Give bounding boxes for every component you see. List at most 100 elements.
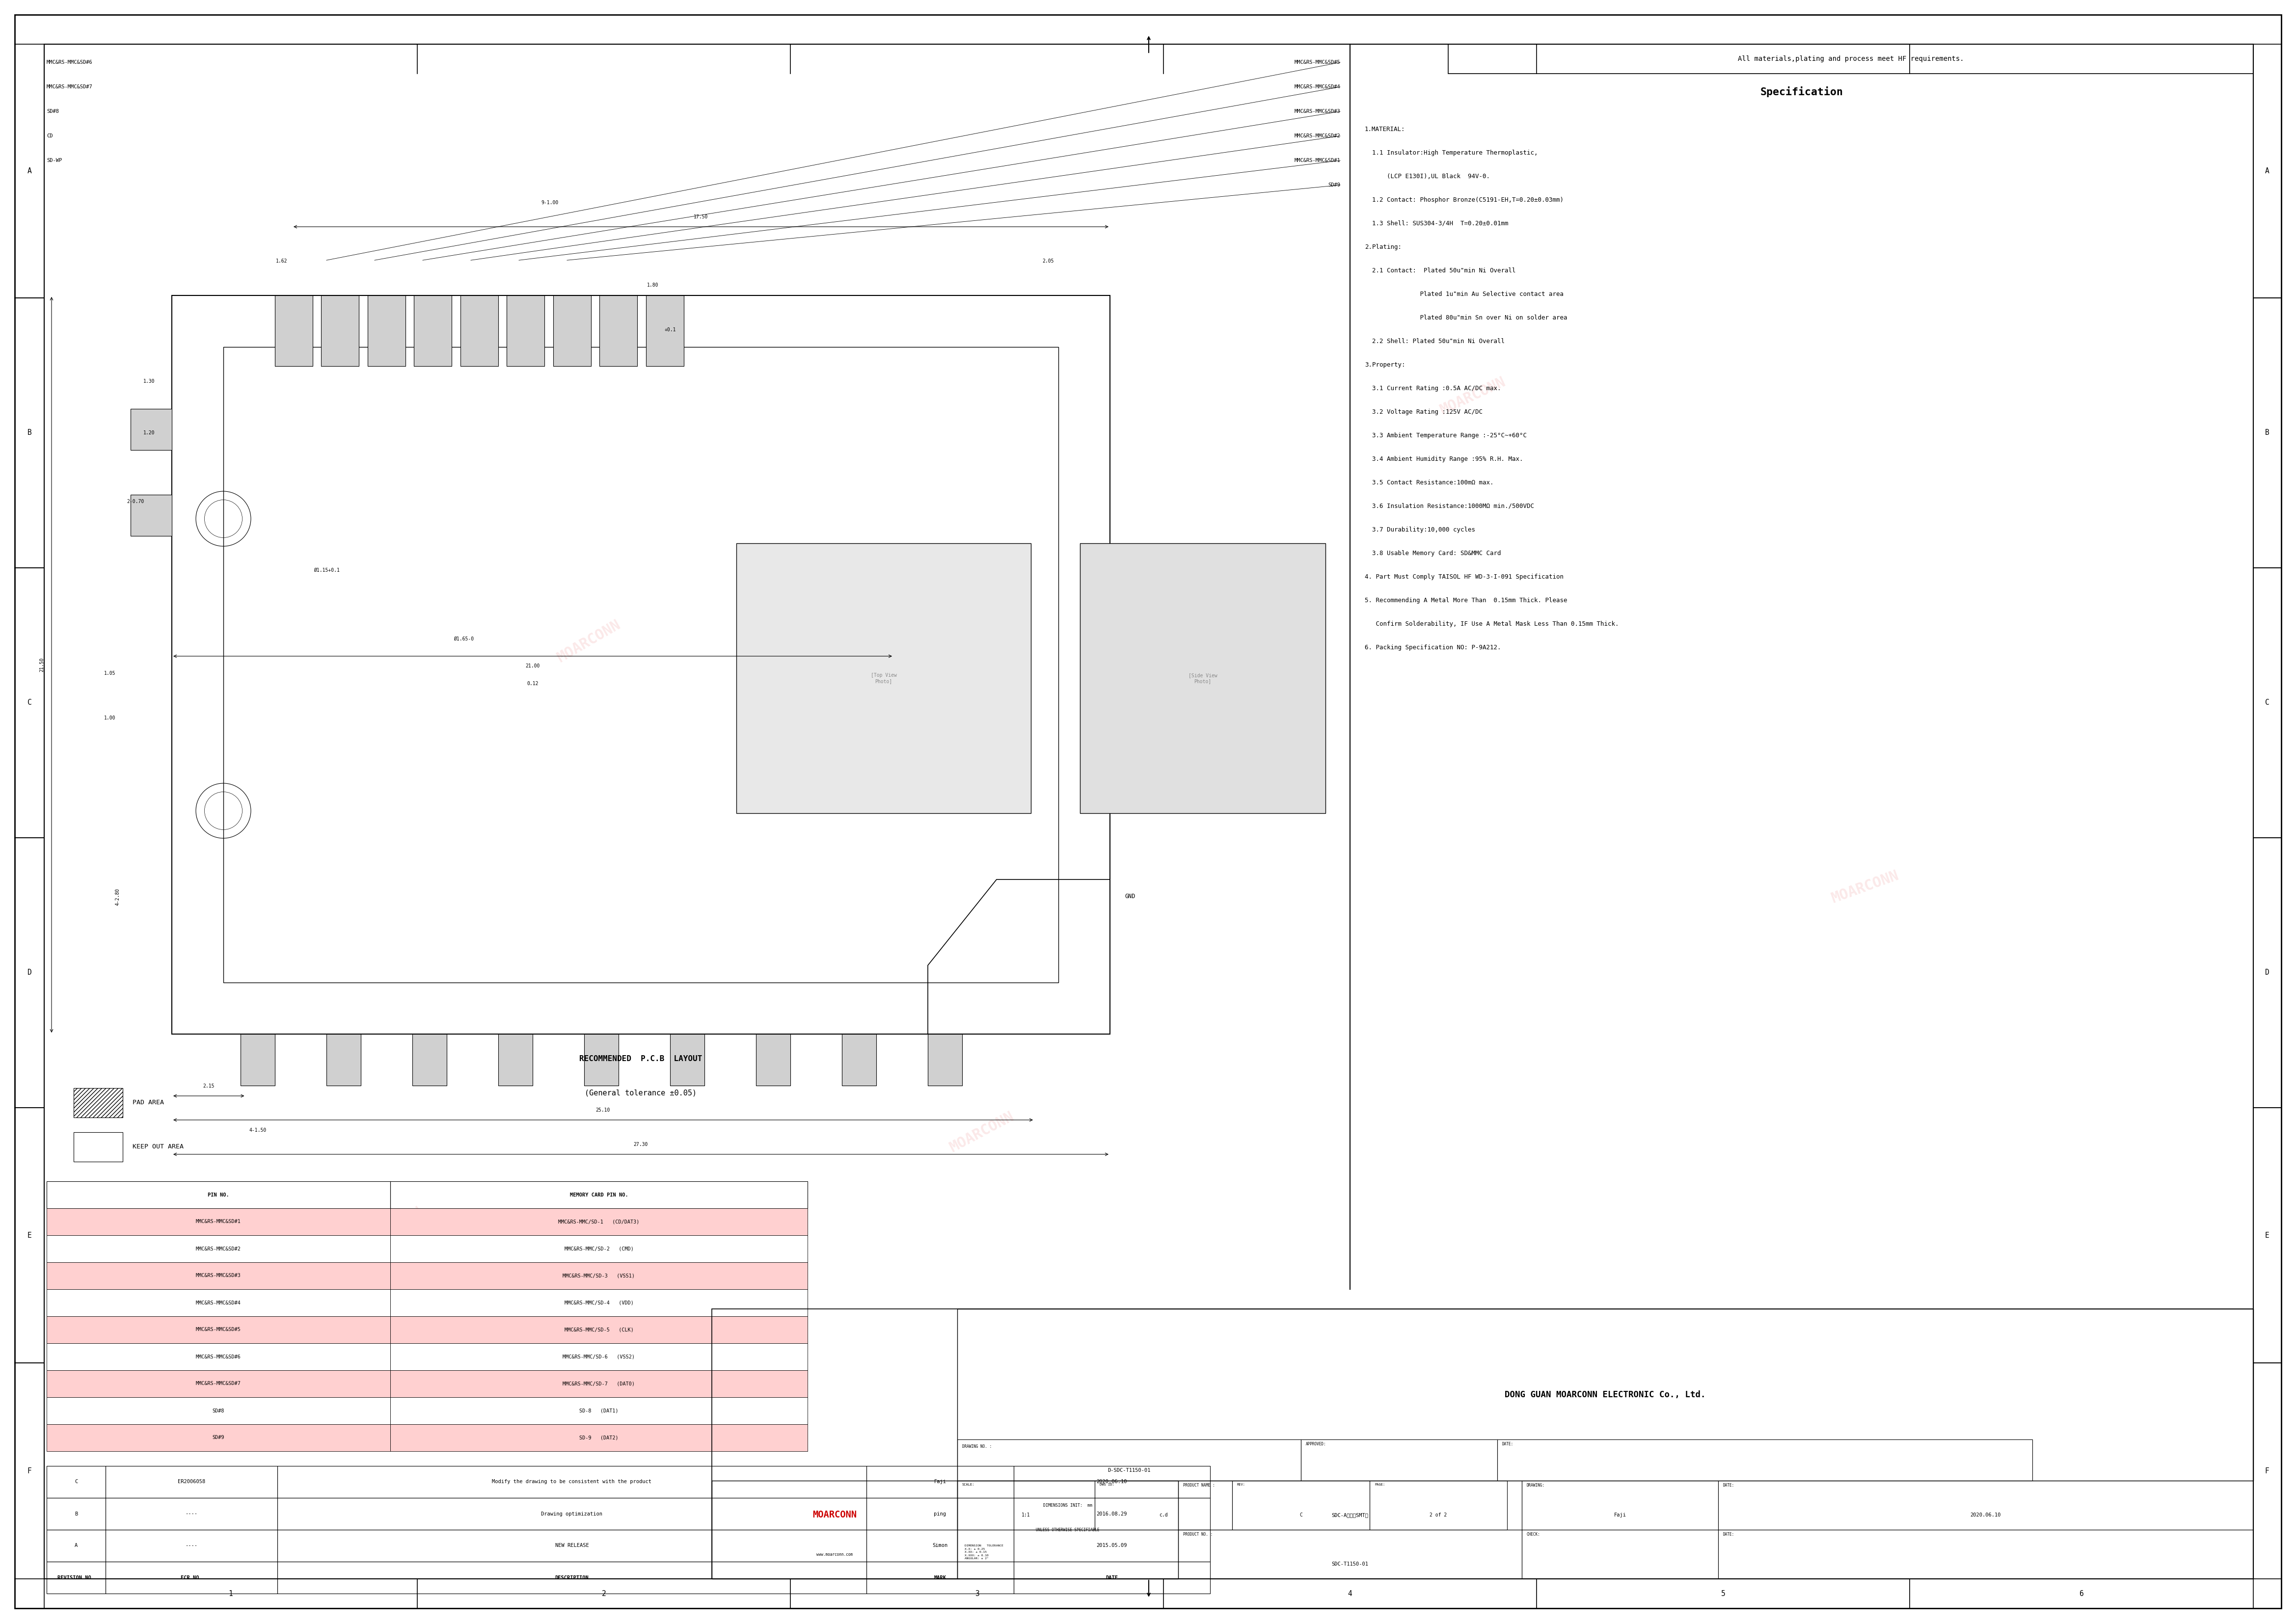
Text: Faji: Faji: [934, 1480, 946, 1485]
Bar: [1178, 1480, 1522, 1530]
Bar: [866, 1561, 1015, 1594]
Text: NEW RELEASE: NEW RELEASE: [556, 1543, 588, 1548]
Text: 1.MATERIAL:: 1.MATERIAL:: [1364, 127, 1405, 133]
Bar: [1522, 1530, 1717, 1579]
Text: 1.30: 1.30: [142, 378, 154, 383]
Text: 3.1 Current Rating :0.5A AC/DC max.: 3.1 Current Rating :0.5A AC/DC max.: [1364, 385, 1502, 391]
Bar: [1015, 1530, 1210, 1561]
Bar: [957, 1480, 1095, 1530]
Text: 1.05: 1.05: [103, 670, 115, 675]
Text: 1.80: 1.80: [647, 282, 659, 287]
Text: 2.15: 2.15: [202, 1084, 214, 1089]
Text: SD#8: SD#8: [214, 1409, 225, 1414]
Bar: [390, 1289, 808, 1316]
Text: PIN NO.: PIN NO.: [207, 1193, 230, 1198]
Bar: [46, 1182, 390, 1208]
Text: DATE:: DATE:: [1502, 1441, 1513, 1446]
Bar: [106, 1498, 278, 1530]
Text: DATE:: DATE:: [1722, 1483, 1733, 1488]
Text: SD-WP: SD-WP: [46, 157, 62, 162]
Text: MOARCONN: MOARCONN: [1830, 868, 1901, 906]
Text: F: F: [2264, 1467, 2268, 1475]
Text: (General tolerance ±0.05): (General tolerance ±0.05): [585, 1089, 698, 1097]
Bar: [278, 1530, 866, 1561]
Bar: [106, 1466, 278, 1498]
Text: MMC&RS-MMC&SD#2: MMC&RS-MMC&SD#2: [195, 1246, 241, 1251]
Bar: [73, 1087, 122, 1118]
Bar: [278, 1561, 866, 1594]
Text: SD#8: SD#8: [46, 109, 60, 114]
Text: +0.1: +0.1: [664, 328, 675, 333]
Text: MOARCONN: MOARCONN: [556, 618, 622, 665]
Bar: [461, 295, 498, 365]
Bar: [46, 1263, 390, 1289]
Text: 1.2 Contact: Phosphor Bronze(C5191-EH,T=0.20±0.03mm): 1.2 Contact: Phosphor Bronze(C5191-EH,T=…: [1364, 196, 1564, 203]
Bar: [755, 1034, 790, 1086]
Text: PAD AREA: PAD AREA: [133, 1100, 163, 1105]
Text: MMC&RS-MMC&SD#5: MMC&RS-MMC&SD#5: [1295, 60, 1341, 65]
Bar: [46, 1316, 390, 1344]
Bar: [46, 1289, 390, 1316]
Text: 1.3 Shell: SUS304-3/4H  T=0.20±0.01mm: 1.3 Shell: SUS304-3/4H T=0.20±0.01mm: [1364, 221, 1508, 227]
Bar: [390, 1344, 808, 1370]
Text: 2020.06.10: 2020.06.10: [1970, 1513, 2002, 1518]
Text: MMC&RS-MMC&SD#4: MMC&RS-MMC&SD#4: [195, 1300, 241, 1305]
Text: Faji: Faji: [1614, 1513, 1626, 1518]
Text: REV:: REV:: [1238, 1483, 1244, 1487]
Bar: [866, 1498, 1015, 1530]
Text: MMC&RS-MMC/SD-2   (CMD): MMC&RS-MMC/SD-2 (CMD): [565, 1246, 634, 1251]
Text: SDC-T1150-01: SDC-T1150-01: [1332, 1561, 1368, 1566]
Text: E: E: [28, 1232, 32, 1238]
Text: ER2006058: ER2006058: [177, 1480, 204, 1485]
Text: 4-1.50: 4-1.50: [248, 1128, 266, 1133]
Text: 1: 1: [230, 1591, 232, 1597]
Text: 1.20: 1.20: [142, 430, 154, 435]
Text: MMC&RS-MMC/SD-4   (VDD): MMC&RS-MMC/SD-4 (VDD): [565, 1300, 634, 1305]
Bar: [46, 1561, 106, 1594]
Bar: [241, 1034, 276, 1086]
Text: C: C: [1300, 1513, 1302, 1518]
Text: A: A: [28, 167, 32, 175]
Text: SCALE:: SCALE:: [962, 1483, 976, 1487]
Text: 21.00: 21.00: [526, 664, 540, 669]
Text: 3: 3: [976, 1591, 978, 1597]
Bar: [367, 295, 406, 365]
Text: MOARCONN: MOARCONN: [360, 1204, 425, 1256]
Text: C: C: [28, 700, 32, 706]
Text: MMC&RS-MMC&SD#6: MMC&RS-MMC&SD#6: [46, 60, 92, 65]
Text: 2.05: 2.05: [1042, 258, 1054, 263]
Text: 1.62: 1.62: [276, 258, 287, 263]
Text: MMC&RS-MMC&SD#1: MMC&RS-MMC&SD#1: [195, 1219, 241, 1224]
Text: 21.50: 21.50: [39, 657, 44, 672]
Text: E: E: [2264, 1232, 2268, 1238]
Bar: [390, 1208, 808, 1235]
Text: B: B: [2264, 428, 2268, 437]
Text: MMC&RS-MMC&SD#7: MMC&RS-MMC&SD#7: [195, 1381, 241, 1386]
Text: D-SDC-T1150-01: D-SDC-T1150-01: [1107, 1467, 1150, 1472]
Text: MMC&RS-MMC&SD#4: MMC&RS-MMC&SD#4: [1295, 84, 1341, 89]
Bar: [1302, 1440, 1497, 1480]
Text: 1:1: 1:1: [1022, 1513, 1031, 1518]
Text: MMC&RS-MMC&SD#5: MMC&RS-MMC&SD#5: [195, 1328, 241, 1332]
Bar: [46, 1530, 106, 1561]
Text: [Top View
Photo]: [Top View Photo]: [870, 674, 898, 683]
Text: MARK: MARK: [934, 1576, 946, 1581]
Bar: [712, 1308, 2252, 1579]
Bar: [131, 495, 172, 536]
Text: 3.5 Contact Resistance:100mΩ max.: 3.5 Contact Resistance:100mΩ max.: [1364, 479, 1495, 485]
Text: MMC&RS-MMC/SD-3   (VSS1): MMC&RS-MMC/SD-3 (VSS1): [563, 1274, 636, 1279]
Bar: [1015, 1498, 1210, 1530]
Bar: [278, 1466, 866, 1498]
Text: MMC&RS-MMC&SD#3: MMC&RS-MMC&SD#3: [195, 1274, 241, 1279]
Text: 0.12: 0.12: [526, 682, 537, 687]
Bar: [1449, 44, 2252, 73]
Text: DWG ID:: DWG ID:: [1100, 1483, 1114, 1487]
Text: Specification: Specification: [1761, 86, 1844, 97]
Bar: [106, 1561, 278, 1594]
Text: 2020.06.10: 2020.06.10: [1097, 1480, 1127, 1485]
Text: B: B: [28, 428, 32, 437]
Text: MMC&RS-MMC/SD-1   (CD/DAT3): MMC&RS-MMC/SD-1 (CD/DAT3): [558, 1219, 641, 1224]
Text: ----: ----: [186, 1543, 197, 1548]
Text: 1.1 Insulator:High Temperature Thermoplastic,: 1.1 Insulator:High Temperature Thermopla…: [1364, 149, 1538, 156]
Text: Plated 1u"min Au Selective contact area: Plated 1u"min Au Selective contact area: [1364, 291, 1564, 297]
